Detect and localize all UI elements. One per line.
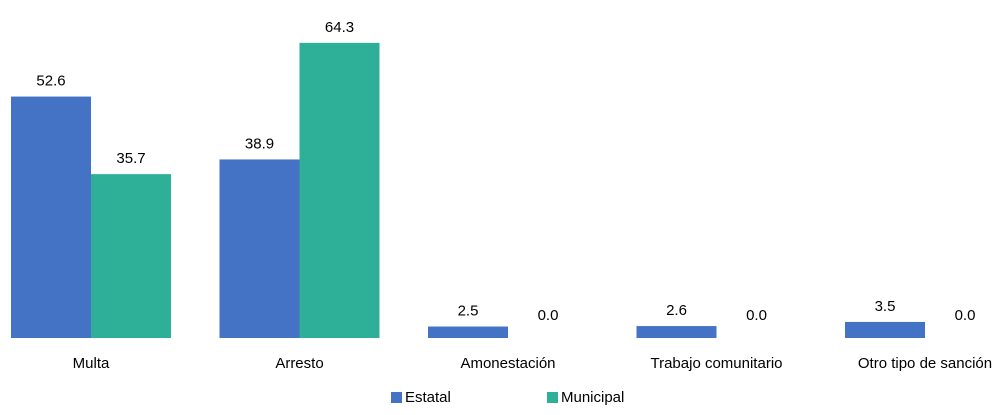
category-label-arresto: Arresto <box>275 355 323 372</box>
legend-item-municipal: Municipal <box>547 389 624 406</box>
value-label-municipal-otro-tipo-de-sancion: 0.0 <box>955 307 976 324</box>
bar-chart: 52.6 35.7 Multa 38.9 64.3 Arresto 2.5 0.0 Amones… <box>11 19 992 372</box>
value-label-municipal-multa: 35.7 <box>116 150 145 167</box>
bar-estatal-arresto <box>219 159 300 338</box>
category-label-multa: Multa <box>73 355 110 372</box>
bar-estatal-multa <box>11 96 91 338</box>
category-label-otro-tipo-de-sancion: Otro tipo de sanción <box>858 355 992 372</box>
value-label-municipal-amonestacion: 0.0 <box>538 307 559 324</box>
legend-swatch-municipal <box>547 392 558 403</box>
category-label-trabajo-comunitario: Trabajo comunitario <box>650 355 782 372</box>
legend-label-estatal: Estatal <box>405 389 451 406</box>
bar-municipal-arresto <box>299 42 380 338</box>
bar-estatal-amonestacion <box>428 326 508 338</box>
value-label-estatal-trabajo-comunitario: 2.6 <box>666 302 687 319</box>
category-label-amonestacion: Amonestación <box>460 355 555 372</box>
value-label-estatal-amonestacion: 2.5 <box>458 303 479 320</box>
legend-swatch-estatal <box>391 392 402 403</box>
legend-item-estatal: Estatal <box>391 389 451 406</box>
bar-estatal-trabajo-comunitario <box>636 326 717 338</box>
bar-municipal-multa <box>91 174 171 338</box>
legend-label-municipal: Municipal <box>561 389 625 406</box>
value-label-estatal-arresto: 38.9 <box>245 135 274 152</box>
value-label-estatal-otro-tipo-de-sancion: 3.5 <box>875 298 896 315</box>
value-label-municipal-arresto: 64.3 <box>325 19 354 36</box>
value-label-estatal-multa: 52.6 <box>36 73 65 90</box>
value-label-municipal-trabajo-comunitario: 0.0 <box>746 307 767 324</box>
bar-estatal-otro-tipo-de-sancion <box>845 321 925 338</box>
legend: Estatal Municipal <box>0 389 1008 411</box>
